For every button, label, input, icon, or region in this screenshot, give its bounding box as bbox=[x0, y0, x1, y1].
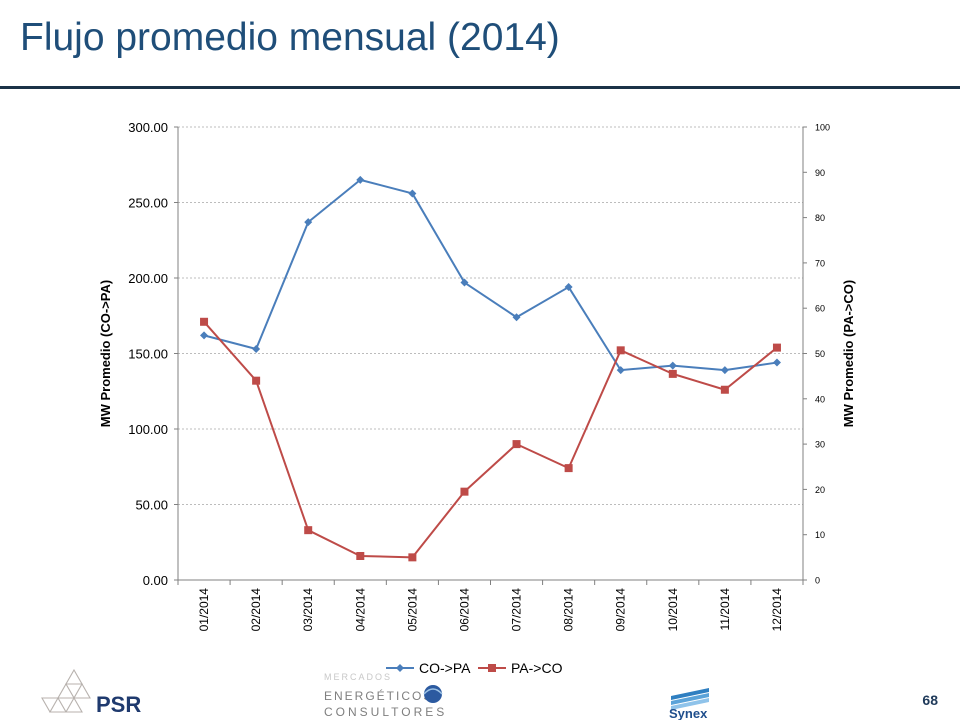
svg-text:Synex: Synex bbox=[669, 706, 708, 720]
y-right-tick-label: 30 bbox=[815, 440, 825, 450]
x-tick-label: 10/2014 bbox=[666, 588, 680, 632]
x-tick-label: 09/2014 bbox=[614, 588, 628, 632]
data-point-pa-co bbox=[460, 487, 469, 496]
y-right-tick-label: 0 bbox=[815, 576, 820, 586]
y-left-tick-label: 150.00 bbox=[128, 347, 168, 362]
psr-logo: PSR bbox=[41, 668, 141, 717]
synex-stripes-icon bbox=[671, 688, 709, 710]
x-tick-label: 04/2014 bbox=[353, 588, 367, 632]
page-number: 68 bbox=[922, 692, 938, 708]
data-point-co-pa bbox=[512, 313, 521, 322]
data-point-pa-co bbox=[408, 553, 417, 562]
y-right-tick-label: 100 bbox=[815, 123, 830, 133]
mercados-energeticos-logo: MERCADOS ENERGÉTICOS CONSULTORES bbox=[324, 672, 447, 719]
y-left-tick-label: 0.00 bbox=[143, 573, 168, 588]
data-point-pa-co bbox=[616, 346, 625, 355]
x-tick-label: 01/2014 bbox=[197, 588, 211, 632]
y-right-tick-label: 10 bbox=[815, 530, 825, 540]
y-left-tick-label: 250.00 bbox=[128, 196, 168, 211]
data-point-pa-co bbox=[252, 376, 261, 385]
data-point-pa-co bbox=[720, 385, 729, 394]
x-tick-label: 07/2014 bbox=[510, 588, 524, 632]
globe-icon bbox=[423, 685, 443, 703]
legend: CO->PA PA->CO bbox=[386, 660, 563, 676]
data-point-pa-co bbox=[512, 440, 521, 449]
y-right-tick-label: 20 bbox=[815, 485, 825, 495]
y-left-tick-label: 50.00 bbox=[135, 498, 168, 513]
svg-text:ENERGÉTICOS: ENERGÉTICOS bbox=[324, 688, 433, 703]
y-right-tick-label: 80 bbox=[815, 213, 825, 223]
data-point-co-pa bbox=[668, 361, 677, 370]
series bbox=[200, 175, 781, 562]
data-point-pa-co bbox=[356, 551, 365, 560]
x-tick-label: 08/2014 bbox=[562, 588, 576, 632]
axis-labels: 0.00 50.00 100.00 150.00 200.00 250.00 300.00 0… bbox=[98, 120, 856, 631]
data-point-pa-co bbox=[304, 526, 313, 535]
legend-label-co-pa: CO->PA bbox=[419, 660, 471, 676]
legend-marker-co-pa bbox=[396, 664, 404, 672]
y-left-tick-label: 200.00 bbox=[128, 271, 168, 286]
data-point-co-pa bbox=[616, 366, 625, 375]
y-right-tick-label: 90 bbox=[815, 168, 825, 178]
data-point-co-pa bbox=[564, 283, 573, 292]
x-tick-label: 05/2014 bbox=[405, 588, 419, 632]
data-point-co-pa bbox=[460, 278, 469, 287]
data-point-pa-co bbox=[200, 317, 209, 326]
psr-triangles-icon bbox=[41, 668, 91, 713]
y-right-tick-label: 60 bbox=[815, 304, 825, 314]
series-line-co-pa bbox=[203, 178, 778, 372]
data-point-pa-co bbox=[772, 343, 781, 352]
series-line-pa-co bbox=[203, 321, 778, 559]
y-right-tick-label: 70 bbox=[815, 258, 825, 268]
data-point-co-pa bbox=[408, 189, 417, 198]
x-tick-label: 03/2014 bbox=[301, 588, 315, 632]
y-right-tick-label: 50 bbox=[815, 349, 825, 359]
x-tick-label: 02/2014 bbox=[249, 588, 263, 632]
x-tick-label: 06/2014 bbox=[457, 588, 471, 632]
grid-lines bbox=[178, 126, 803, 505]
y-right-tick-label: 40 bbox=[815, 394, 825, 404]
svg-text:MERCADOS: MERCADOS bbox=[324, 672, 392, 682]
y-left-tick-label: 100.00 bbox=[128, 422, 168, 437]
data-point-pa-co bbox=[668, 369, 677, 378]
y-right-axis-label: MW Promedio (PA->CO) bbox=[841, 280, 856, 427]
title-divider bbox=[0, 86, 960, 89]
y-left-axis-label: MW Promedio (CO->PA) bbox=[98, 280, 113, 427]
legend-label-pa-co: PA->CO bbox=[511, 660, 563, 676]
x-tick-label: 12/2014 bbox=[770, 588, 784, 632]
y-left-tick-label: 300.00 bbox=[128, 120, 168, 135]
data-point-pa-co bbox=[564, 464, 573, 473]
axes bbox=[174, 126, 807, 585]
synex-logo: Synex bbox=[669, 688, 709, 720]
psr-logo-text: PSR bbox=[96, 692, 141, 717]
line-chart: 0.00 50.00 100.00 150.00 200.00 250.00 300.00 0… bbox=[98, 120, 856, 676]
data-point-co-pa bbox=[720, 366, 729, 375]
data-point-co-pa bbox=[356, 175, 365, 184]
data-point-co-pa bbox=[252, 344, 261, 353]
svg-text:CONSULTORES: CONSULTORES bbox=[324, 705, 447, 719]
data-point-co-pa bbox=[200, 331, 209, 340]
data-point-co-pa bbox=[772, 358, 781, 367]
x-tick-label: 11/2014 bbox=[718, 588, 732, 631]
legend-marker-pa-co bbox=[488, 664, 496, 672]
data-point-co-pa bbox=[304, 218, 313, 227]
slide-title: Flujo promedio mensual (2014) bbox=[20, 16, 560, 59]
